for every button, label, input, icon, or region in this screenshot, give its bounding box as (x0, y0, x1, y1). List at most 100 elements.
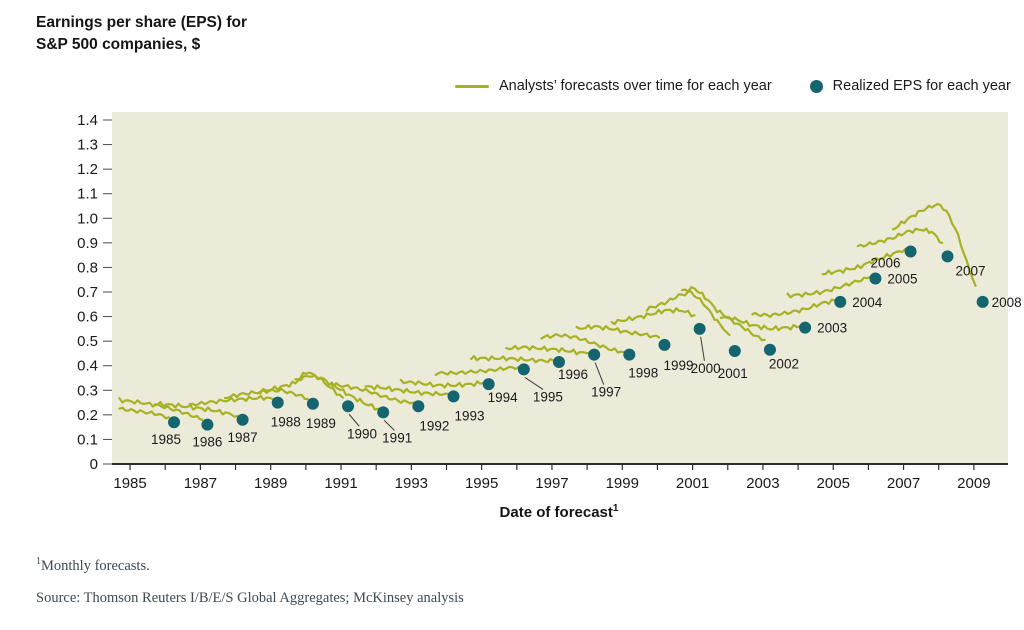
eps-chart: 1.4 1.3 1.2 1.1 1.0 0.9 0.8 0.7 0.6 0.5 0.4 0.3 0.2 0… (77, 112, 1022, 492)
y-tick-label: 0.9 (77, 235, 98, 252)
forecast-line-1990 (259, 371, 344, 399)
y-tick-label: 0.7 (77, 284, 98, 301)
realized-dot-1998 (623, 348, 636, 361)
y-tick-label: 1.4 (77, 112, 98, 129)
forecast-line-1995 (434, 365, 520, 376)
forecast-line-1985 (118, 406, 170, 420)
forecast-line-1986 (118, 397, 204, 421)
legend-realized-label: Realized EPS for each year (832, 78, 1011, 94)
y-tick-label: 1.3 (77, 137, 98, 154)
forecast-line-2004 (751, 298, 837, 318)
year-label-leader-1991 (383, 420, 395, 431)
x-tick-label: 2009 (957, 475, 990, 492)
realized-dot-1989 (306, 397, 319, 410)
x-axis-title: Date of forecast1 (500, 503, 619, 521)
realized-dot-2002 (763, 343, 776, 356)
y-tick-label: 0.8 (77, 259, 98, 276)
forecast-line-1994 (399, 378, 485, 389)
forecast-line-2005 (786, 276, 872, 299)
legend-item-realized: Realized EPS for each year (809, 78, 1011, 94)
forecast-line-1997 (505, 344, 591, 356)
year-label-2004: 2004 (852, 295, 883, 310)
realized-dot-1992 (412, 400, 425, 413)
legend: Analysts’ forecasts over time for each y… (455, 78, 1011, 94)
year-label-leader-2000 (700, 336, 705, 361)
year-label-2003: 2003 (817, 321, 847, 336)
year-label-2002: 2002 (769, 357, 799, 372)
chart-title: Earnings per share (EPS) for S&P 500 com… (36, 12, 247, 57)
forecast-line-2006 (821, 247, 907, 276)
year-label-2007: 2007 (956, 263, 986, 278)
x-tick-label: 1995 (465, 475, 498, 492)
plot-panel (112, 112, 1008, 464)
year-label-2008: 2008 (992, 295, 1022, 310)
year-label-1987: 1987 (228, 430, 258, 445)
realized-dot-2004 (834, 295, 847, 308)
chart-title-line2: S&P 500 companies, $ (36, 36, 201, 54)
y-tick-label: 0.1 (77, 431, 98, 448)
x-axis-title-footnote-marker: 1 (612, 503, 619, 514)
realized-dot-1987 (236, 413, 249, 426)
y-tick-label: 0 (90, 456, 98, 473)
realized-dot-1993 (447, 390, 460, 403)
forecast-line-1996 (470, 355, 555, 364)
forecast-line-1998 (540, 333, 626, 354)
year-label-1986: 1986 (192, 435, 222, 450)
forecast-line-1988 (188, 394, 274, 407)
forecast-line-2000 (610, 307, 696, 326)
realized-dot-swatch (809, 79, 823, 93)
year-label-1985: 1985 (151, 432, 181, 447)
forecast-line-2008 (891, 202, 977, 287)
year-label-leader-1995 (524, 376, 544, 390)
year-label-1992: 1992 (419, 418, 449, 433)
y-tick-label: 1.0 (77, 210, 98, 227)
forecast-line-2002 (680, 286, 766, 342)
forecast-line-1992 (329, 382, 415, 405)
legend-item-forecast: Analysts’ forecasts over time for each y… (455, 78, 772, 94)
y-tick-label: 0.2 (77, 407, 98, 424)
x-tick-label: 1989 (254, 475, 287, 492)
realized-dot-1985 (168, 416, 181, 429)
year-label-1995: 1995 (533, 389, 563, 404)
forecast-line-swatch (455, 84, 489, 88)
forecast-line-1987 (153, 401, 239, 418)
year-label-1994: 1994 (488, 390, 519, 405)
year-label-1998: 1998 (628, 366, 658, 381)
year-label-1988: 1988 (271, 415, 301, 430)
x-tick-label: 1985 (113, 475, 146, 492)
realized-dot-2001 (728, 344, 741, 357)
realized-dot-2000 (693, 322, 706, 335)
realized-dot-2003 (799, 321, 812, 334)
x-tick-label: 2003 (746, 475, 779, 492)
forecast-line-1989 (223, 387, 309, 400)
footnote-marker: 1 (36, 556, 41, 567)
y-tick-label: 1.1 (77, 186, 98, 203)
realized-dot-1999 (658, 338, 671, 351)
footnote-text: Monthly forecasts. (41, 557, 150, 574)
forecast-line-1991 (294, 374, 379, 411)
x-axis-title-text: Date of forecast (499, 504, 613, 521)
forecast-line-2003 (719, 315, 801, 332)
y-tick-label: 1.2 (77, 161, 98, 178)
year-label-1999: 1999 (663, 358, 693, 373)
year-label-leader-1990 (348, 413, 360, 427)
x-tick-label: 2001 (676, 475, 709, 492)
y-tick-label: 0.5 (77, 333, 98, 350)
realized-dot-1990 (342, 400, 355, 413)
forecast-line-1999 (575, 324, 661, 339)
x-tick-label: 1987 (184, 475, 217, 492)
year-label-2000: 2000 (691, 361, 721, 376)
realized-dot-1997 (588, 348, 601, 361)
realized-dot-2006 (904, 245, 917, 258)
realized-dot-1986 (201, 418, 214, 431)
x-tick-label: 2005 (817, 475, 850, 492)
year-label-1996: 1996 (558, 367, 588, 382)
x-tick-label: 1993 (395, 475, 428, 492)
y-tick-label: 0.4 (77, 358, 98, 375)
realized-dot-1991 (377, 406, 390, 419)
forecast-line-1993 (364, 384, 450, 397)
footnote: 1Monthly forecasts. (36, 556, 150, 575)
realized-dot-1995 (517, 363, 530, 376)
year-label-2001: 2001 (718, 366, 748, 381)
